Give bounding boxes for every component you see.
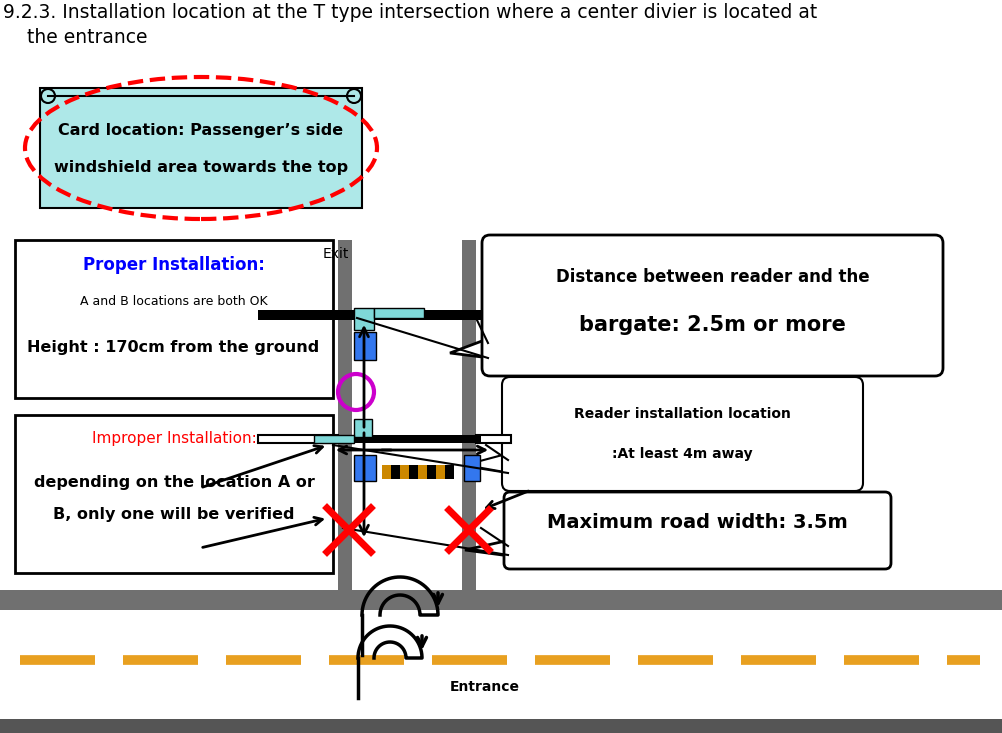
- FancyBboxPatch shape: [482, 235, 942, 376]
- Text: 9.2.3. Installation location at the T type intersection where a center divier is: 9.2.3. Installation location at the T ty…: [3, 3, 817, 22]
- Bar: [374, 308, 424, 318]
- Text: Height : 170cm from the ground: Height : 170cm from the ground: [27, 340, 319, 355]
- Bar: [0, 590, 1002, 610]
- Bar: [464, 455, 480, 481]
- Text: Improper Installation:: Improper Installation:: [91, 431, 257, 446]
- Polygon shape: [450, 338, 490, 358]
- FancyBboxPatch shape: [503, 492, 890, 569]
- Bar: [0, 719, 1002, 733]
- Bar: [382, 465, 391, 479]
- Text: Distance between reader and the: Distance between reader and the: [555, 268, 869, 286]
- Bar: [409, 465, 418, 479]
- FancyBboxPatch shape: [501, 377, 862, 491]
- Polygon shape: [465, 453, 509, 473]
- Bar: [258, 435, 338, 443]
- Text: Maximum road width: 3.5m: Maximum road width: 3.5m: [546, 513, 847, 532]
- Bar: [354, 419, 372, 437]
- Bar: [391, 465, 400, 479]
- Bar: [436, 465, 445, 479]
- Text: Entrance: Entrance: [450, 680, 519, 694]
- Text: Proper Installation:: Proper Installation:: [83, 256, 265, 274]
- Bar: [427, 465, 436, 479]
- Text: Card location: Passenger’s side: Card location: Passenger’s side: [58, 123, 344, 138]
- Polygon shape: [465, 540, 509, 556]
- FancyBboxPatch shape: [40, 88, 362, 208]
- Bar: [418, 465, 427, 479]
- Bar: [354, 455, 376, 481]
- Bar: [333, 435, 481, 443]
- Bar: [354, 308, 374, 330]
- Bar: [354, 332, 376, 360]
- FancyBboxPatch shape: [15, 240, 333, 398]
- Bar: [476, 435, 510, 443]
- Bar: [258, 310, 481, 320]
- Text: bargate: 2.5m or more: bargate: 2.5m or more: [578, 315, 845, 335]
- Text: :At least 4m away: :At least 4m away: [611, 447, 753, 461]
- Text: B, only one will be verified: B, only one will be verified: [53, 507, 295, 522]
- Text: windshield area towards the top: windshield area towards the top: [54, 160, 348, 175]
- Bar: [314, 435, 354, 443]
- Bar: [445, 465, 454, 479]
- Text: Exit: Exit: [323, 247, 349, 261]
- Bar: [338, 240, 352, 590]
- Text: depending on the location A or: depending on the location A or: [33, 475, 314, 490]
- Bar: [400, 465, 409, 479]
- FancyBboxPatch shape: [15, 415, 333, 573]
- Text: A and B locations are both OK: A and B locations are both OK: [80, 295, 268, 308]
- Text: the entrance: the entrance: [3, 28, 147, 47]
- Text: Reader installation location: Reader installation location: [573, 407, 791, 421]
- Bar: [462, 240, 476, 590]
